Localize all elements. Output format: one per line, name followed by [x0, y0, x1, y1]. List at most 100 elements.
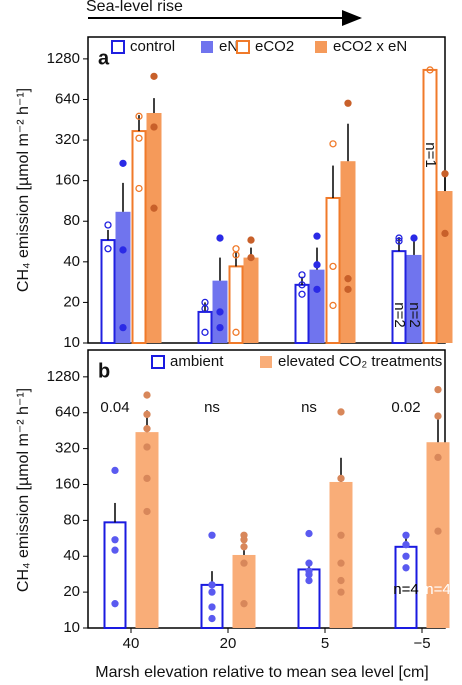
- data-point: [208, 588, 216, 596]
- y-tick-label: 80: [63, 212, 80, 229]
- bar: [422, 68, 438, 345]
- y-tick-label: 640: [55, 90, 80, 107]
- sample-size: n=4: [425, 581, 450, 598]
- y-tick-label: 40: [63, 253, 80, 270]
- data-point: [402, 541, 410, 549]
- bar: [325, 196, 341, 344]
- data-point: [216, 308, 224, 316]
- data-point: [119, 246, 127, 254]
- data-point: [305, 529, 313, 538]
- data-point: [143, 507, 151, 516]
- data-point: [441, 229, 449, 238]
- p-value: 0.02: [391, 399, 420, 416]
- data-point: [135, 184, 143, 193]
- data-point: [441, 170, 449, 178]
- y-axis-label: CH₄ emission [µmol m⁻² h⁻¹]: [15, 88, 32, 292]
- annotation: Sea-level rise: [86, 0, 183, 15]
- data-point: [232, 251, 240, 259]
- y-tick-label: 10: [63, 334, 80, 351]
- data-point: [201, 328, 209, 336]
- sample-size: n=2: [391, 302, 408, 327]
- bar: [197, 310, 213, 344]
- bar: [340, 161, 356, 343]
- data-point: [426, 66, 434, 74]
- y-tick-label: 160: [55, 475, 80, 492]
- sample-size: n=2: [406, 302, 423, 327]
- data-point: [410, 234, 418, 242]
- y-tick-label: 1280: [47, 50, 80, 67]
- x-tick-label: 20: [220, 635, 237, 652]
- legend-label: elevated CO₂ treatments: [278, 353, 442, 370]
- panel-label: b: [98, 360, 110, 382]
- data-point: [247, 236, 255, 244]
- data-point: [434, 453, 442, 462]
- legend-swatch: [201, 41, 213, 53]
- y-tick-label: 320: [55, 131, 80, 148]
- data-point: [434, 385, 442, 394]
- data-point: [434, 527, 442, 535]
- data-point: [135, 112, 143, 120]
- bar: [100, 239, 116, 345]
- data-point: [298, 271, 306, 279]
- x-axis-label: Marsh elevation relative to mean sea lev…: [95, 664, 428, 681]
- legend-label: eCO2 x eN: [333, 38, 407, 55]
- data-point: [337, 588, 345, 596]
- y-tick-label: 20: [63, 293, 80, 310]
- legend-label: eN: [219, 38, 238, 55]
- data-point: [143, 391, 151, 399]
- data-point: [111, 546, 119, 554]
- data-point: [313, 261, 321, 269]
- data-point: [208, 581, 216, 589]
- panel-label: a: [98, 47, 110, 69]
- data-point: [143, 474, 151, 483]
- data-point: [402, 531, 410, 539]
- bar: [243, 257, 259, 343]
- data-point: [208, 603, 216, 611]
- data-point: [216, 323, 224, 332]
- x-tick-label: −5: [413, 635, 430, 652]
- data-point: [305, 571, 313, 579]
- data-point: [313, 285, 321, 293]
- p-value: 0.04: [100, 399, 129, 416]
- y-axis-label: CH₄ emission [µmol m⁻² h⁻¹]: [15, 388, 32, 592]
- data-point: [104, 221, 112, 229]
- data-point: [329, 301, 337, 310]
- data-point: [216, 234, 224, 242]
- data-point: [337, 474, 345, 483]
- bar: [426, 442, 450, 628]
- data-point: [111, 536, 119, 544]
- data-point: [119, 323, 127, 332]
- y-tick-label: 160: [55, 172, 80, 189]
- y-tick-label: 10: [63, 619, 80, 636]
- data-point: [111, 466, 119, 475]
- bar: [131, 130, 147, 344]
- x-tick-label: 40: [123, 635, 140, 652]
- data-point: [305, 576, 313, 585]
- data-point: [329, 262, 337, 271]
- legend-swatch: [260, 356, 272, 368]
- y-tick-label: 1280: [47, 368, 80, 385]
- data-point: [143, 443, 151, 451]
- bar: [115, 211, 131, 343]
- bar: [232, 554, 256, 628]
- data-point: [337, 531, 345, 539]
- data-point: [143, 425, 151, 433]
- bar: [437, 191, 453, 343]
- x-tick-label: 5: [321, 635, 329, 652]
- data-point: [119, 159, 127, 167]
- data-point: [337, 559, 345, 567]
- data-point: [240, 536, 248, 544]
- data-point: [104, 245, 112, 253]
- legend-label: control: [130, 38, 175, 55]
- data-point: [240, 543, 248, 551]
- legend-label: ambient: [170, 353, 224, 370]
- data-point: [240, 600, 248, 608]
- y-tick-label: 40: [63, 547, 80, 564]
- legend-swatch: [236, 40, 250, 54]
- data-point: [329, 140, 337, 148]
- data-point: [344, 275, 352, 283]
- data-point: [135, 134, 143, 142]
- data-point: [395, 234, 403, 242]
- legend-swatch: [151, 355, 165, 369]
